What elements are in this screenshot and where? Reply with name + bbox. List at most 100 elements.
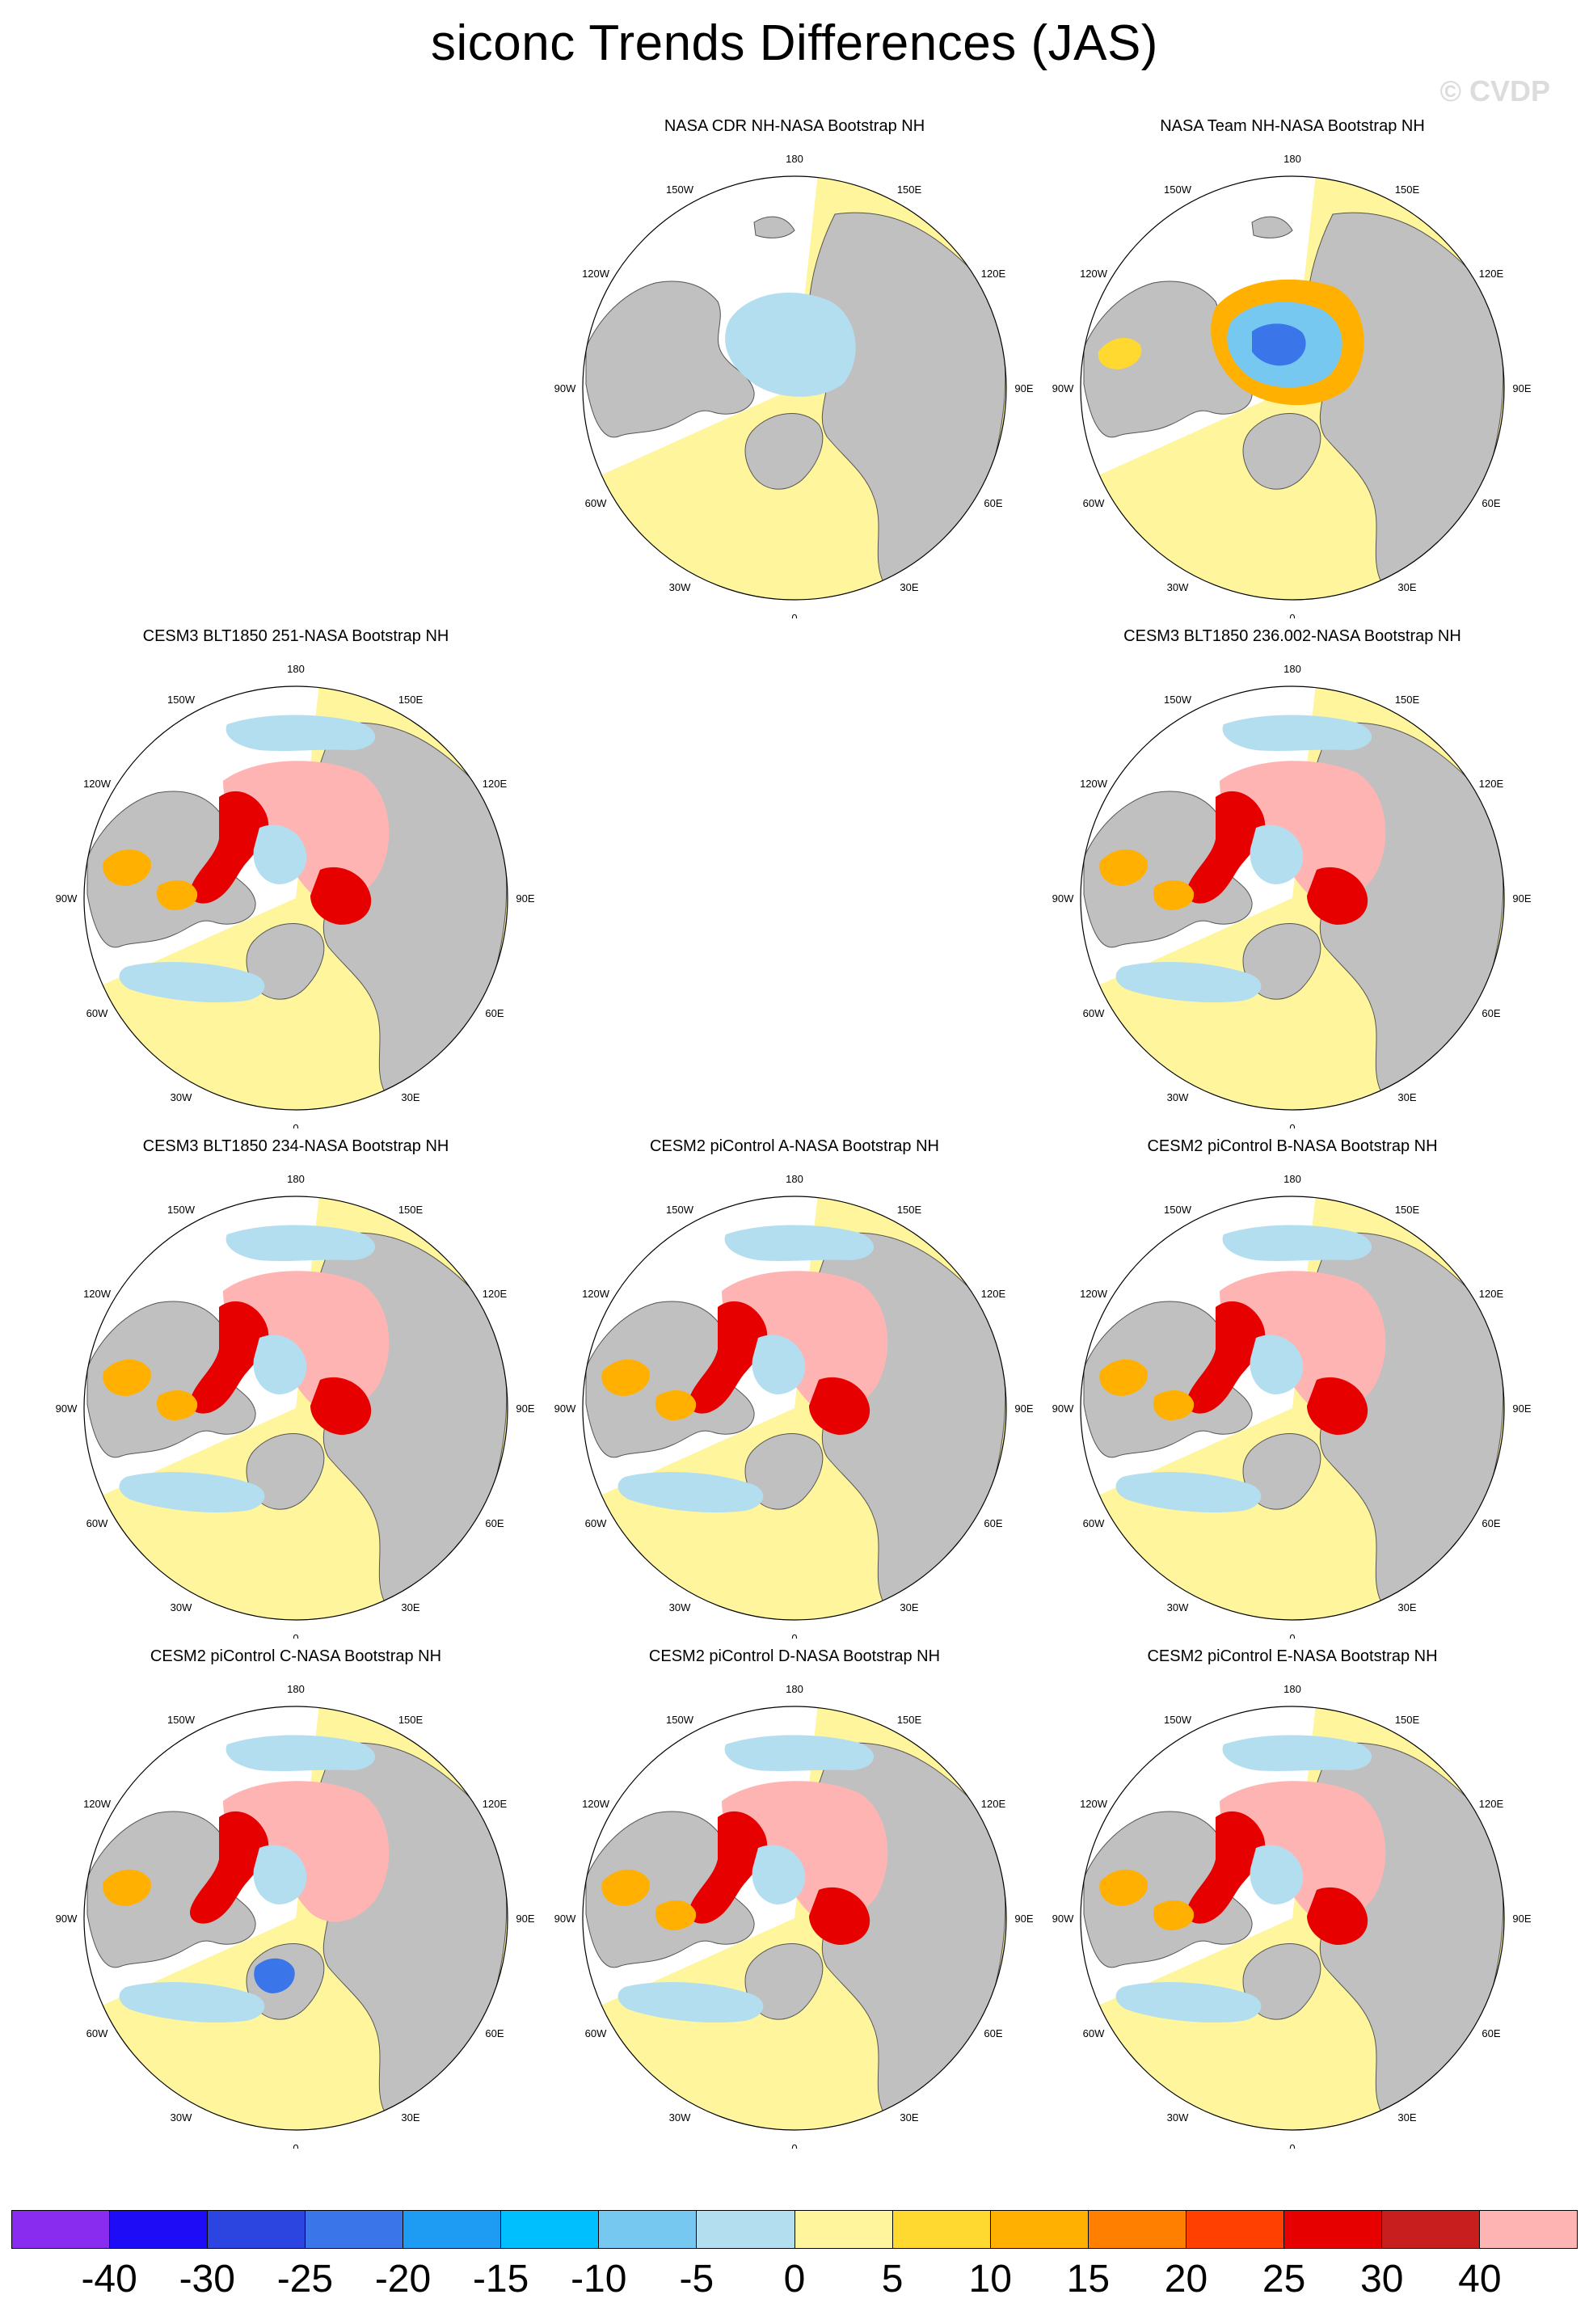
panel-title: CESM2 piControl E-NASA Bootstrap NH bbox=[1147, 1647, 1438, 1665]
anomaly-patch bbox=[1099, 1869, 1148, 1906]
anomaly-patch bbox=[617, 1472, 764, 1513]
anomaly-patch bbox=[752, 1845, 806, 1904]
land-mass bbox=[86, 1811, 256, 1968]
longitude-label: 90W bbox=[56, 1402, 78, 1415]
panel-title: CESM3 BLT1850 236.002-NASA Bootstrap NH bbox=[1123, 627, 1461, 645]
longitude-label: 60W bbox=[86, 1007, 108, 1019]
colorbar-swatch bbox=[599, 2211, 698, 2248]
longitude-label: 180 bbox=[287, 1173, 305, 1185]
longitude-label: 30W bbox=[1167, 1091, 1189, 1103]
anomaly-patch bbox=[310, 1377, 372, 1435]
longitude-label: 60E bbox=[485, 2027, 504, 2039]
longitude-label: 60W bbox=[1083, 1517, 1105, 1529]
colorbar-swatch bbox=[1088, 2211, 1186, 2248]
longitude-label: 90W bbox=[1052, 892, 1074, 905]
land-mass bbox=[585, 1301, 755, 1458]
anomaly-patch bbox=[1099, 849, 1148, 886]
longitude-label: 60E bbox=[1482, 1007, 1500, 1019]
anomaly-patch bbox=[724, 1735, 875, 1771]
anomaly-patch bbox=[223, 1781, 390, 1922]
longitude-label: 60W bbox=[585, 497, 607, 509]
longitude-label: 90W bbox=[1052, 1402, 1074, 1415]
longitude-label: 0 bbox=[293, 1122, 298, 1128]
figure-title: siconc Trends Differences (JAS) bbox=[431, 15, 1158, 71]
map-border bbox=[83, 685, 508, 1111]
anomaly-patch bbox=[1098, 337, 1142, 369]
longitude-label: 120W bbox=[1080, 778, 1108, 790]
longitude-label: 30W bbox=[669, 2111, 691, 2124]
anomaly-patch bbox=[157, 1390, 198, 1420]
colorbar-label: 15 bbox=[1066, 2258, 1111, 2301]
colorbar-swatch bbox=[403, 2211, 502, 2248]
anomaly-patch bbox=[1115, 1982, 1262, 2023]
longitude-label: 90E bbox=[1014, 382, 1033, 394]
panel-title: CESM2 piControl C-NASA Bootstrap NH bbox=[150, 1647, 442, 1665]
anomaly-patch bbox=[119, 1982, 265, 2023]
colorbar bbox=[11, 2210, 1578, 2249]
colorbar-swatch bbox=[208, 2211, 306, 2248]
panel-title: NASA Team NH-NASA Bootstrap NH bbox=[1160, 117, 1425, 135]
longitude-label: 30W bbox=[171, 1601, 192, 1613]
anomaly-patch bbox=[689, 1811, 768, 1924]
longitude-label: 90E bbox=[1512, 382, 1531, 394]
colorbar-label: -10 bbox=[571, 2258, 627, 2301]
longitude-label: 0 bbox=[1289, 1122, 1295, 1128]
anomaly-patch bbox=[1250, 1335, 1304, 1394]
anomaly-patch bbox=[1220, 761, 1386, 902]
longitude-label: 180 bbox=[1283, 153, 1301, 165]
longitude-label: 150W bbox=[666, 1714, 694, 1726]
map-border bbox=[1080, 685, 1505, 1111]
longitude-label: 150E bbox=[897, 1714, 922, 1726]
map-content bbox=[1081, 176, 1504, 600]
land-mass bbox=[1242, 413, 1321, 490]
map-content bbox=[583, 176, 1006, 600]
panel-title: CESM3 BLT1850 234-NASA Bootstrap NH bbox=[142, 1137, 449, 1155]
longitude-label: 90E bbox=[1512, 1402, 1531, 1415]
anomaly-patch bbox=[253, 1335, 307, 1394]
longitude-label: 60W bbox=[1083, 497, 1105, 509]
longitude-label: 120E bbox=[483, 1288, 508, 1300]
map-border bbox=[83, 1196, 508, 1621]
longitude-label: 180 bbox=[287, 1683, 305, 1695]
longitude-label: 90W bbox=[554, 1402, 576, 1415]
colorbar-swatch bbox=[110, 2211, 209, 2248]
longitude-label: 30W bbox=[171, 1091, 192, 1103]
map-panel-cesm3-236: CESM3 BLT1850 236.002-NASA Bootstrap NH … bbox=[1050, 627, 1535, 1137]
map-border bbox=[1080, 1196, 1505, 1621]
longitude-label: 120W bbox=[1080, 1288, 1108, 1300]
map-border bbox=[83, 1706, 508, 2131]
anomaly-patch bbox=[1153, 880, 1195, 910]
anomaly-patch bbox=[190, 791, 269, 904]
anomaly-patch bbox=[1250, 1845, 1304, 1904]
map-border bbox=[582, 1196, 1007, 1621]
anomaly-patch bbox=[225, 1225, 376, 1261]
longitude-label: 150W bbox=[167, 1714, 196, 1726]
map-panel-cesm2-d: CESM2 piControl D-NASA Bootstrap NH 180 1… bbox=[552, 1647, 1037, 2157]
longitude-label: 30E bbox=[900, 581, 918, 593]
longitude-label: 180 bbox=[786, 1173, 803, 1185]
anomaly-patch bbox=[1186, 1301, 1266, 1414]
longitude-label: 120E bbox=[483, 1798, 508, 1810]
anomaly-patch bbox=[1220, 1781, 1386, 1922]
longitude-label: 90W bbox=[554, 1913, 576, 1925]
longitude-label: 30E bbox=[1397, 1091, 1416, 1103]
colorbar-swatch bbox=[12, 2211, 111, 2248]
longitude-label: 60W bbox=[585, 1517, 607, 1529]
anomaly-patch bbox=[119, 962, 265, 1003]
longitude-label: 30W bbox=[1167, 581, 1189, 593]
colorbar-swatch bbox=[892, 2211, 991, 2248]
longitude-label: 150E bbox=[398, 1204, 424, 1216]
colorbar-swatch bbox=[990, 2211, 1089, 2248]
anomaly-patch bbox=[601, 1869, 650, 1906]
map-border bbox=[582, 175, 1007, 601]
map-content bbox=[84, 686, 508, 1110]
polar-map: 180 150E 120E 90E 60E 30E 0 30W 60W 90W 120W 150W bbox=[1052, 663, 1532, 1128]
longitude-label: 180 bbox=[1283, 1683, 1301, 1695]
longitude-label: 180 bbox=[1283, 663, 1301, 675]
longitude-label: 30E bbox=[401, 1601, 419, 1613]
longitude-label: 30W bbox=[171, 2111, 192, 2124]
longitude-label: 30E bbox=[900, 1601, 918, 1613]
panel-title: CESM2 piControl A-NASA Bootstrap NH bbox=[650, 1137, 939, 1155]
anomaly-patch bbox=[809, 1887, 870, 1945]
colorbar-labels: -40 -30 -25 -20 -15 -10 -5 0 5 10 15 20 25 30 40 bbox=[11, 2257, 1578, 2305]
